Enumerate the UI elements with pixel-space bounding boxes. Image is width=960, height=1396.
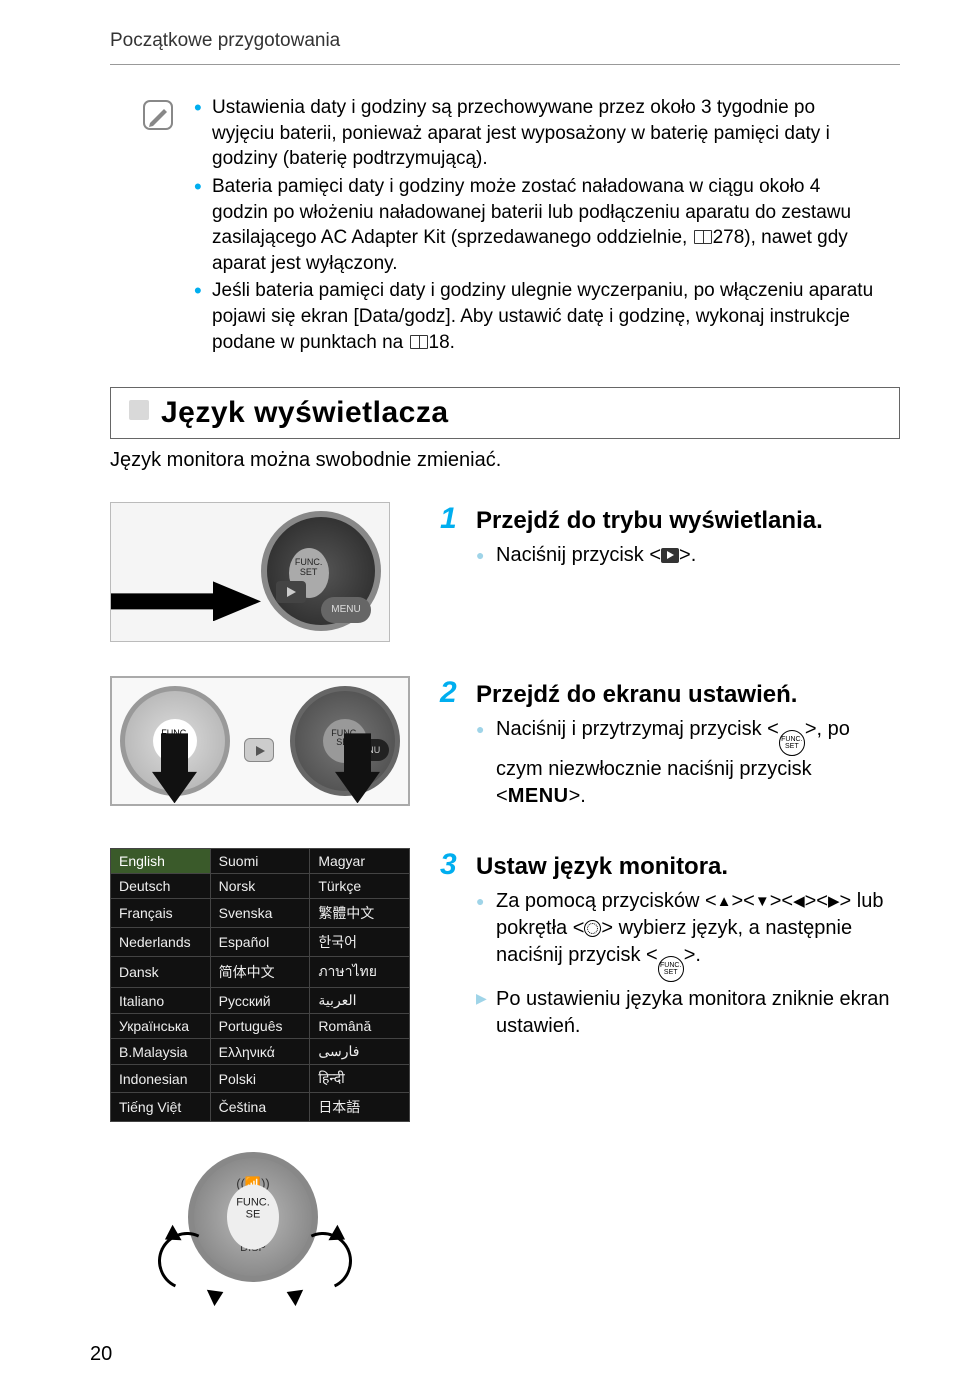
language-cell: Norsk <box>210 874 310 899</box>
menu-text-icon: MENU <box>508 785 569 807</box>
dial-icon <box>584 920 601 937</box>
section-title-box: Język wyświetlacza <box>110 387 900 439</box>
camera-illustration-1: MENU <box>110 502 390 642</box>
language-cell: B.Malaysia <box>111 1039 211 1065</box>
language-cell: العربية <box>310 988 410 1014</box>
language-cell: Svenska <box>210 899 310 928</box>
note-item: Bateria pamięci daty i godziny może zost… <box>194 174 880 277</box>
page-ref: 18 <box>429 332 450 353</box>
language-cell: English <box>111 849 211 874</box>
language-cell: Español <box>210 928 310 957</box>
step-title: Przejdź do ekranu ustawień. <box>476 681 797 709</box>
language-cell: Deutsch <box>111 874 211 899</box>
section-subtitle: Język monitora można swobodnie zmieniać. <box>110 449 900 472</box>
step-row: MENU 1 Przejdź do trybu wyświetlania. Na… <box>110 502 900 642</box>
language-cell: Português <box>210 1014 310 1039</box>
step-body-line: Naciśnij przycisk <>. <box>476 542 900 569</box>
language-cell: Magyar <box>310 849 410 874</box>
note-item: Ustawienia daty i godziny są przechowywa… <box>194 95 880 172</box>
dial-illustration: ((📶))DISP <box>160 1138 350 1298</box>
language-cell: ภาษาไทย <box>310 957 410 988</box>
right-arrow-icon: ▶ <box>828 892 840 912</box>
step-body-line: Po ustawieniu języka monitora zniknie ek… <box>476 986 900 1040</box>
step-row: FUNC.SE FUNC.SET MENU 2 Przejdź do ekran… <box>110 676 900 814</box>
down-arrow-icon: ▼ <box>755 892 770 912</box>
menu-button-illustration: MENU <box>321 597 371 623</box>
note-box: Ustawienia daty i godziny są przechowywa… <box>140 95 880 357</box>
step-number: 2 <box>440 676 464 710</box>
page-ref: 278 <box>713 227 745 248</box>
step-image: FUNC.SE FUNC.SET MENU <box>110 676 410 806</box>
page-number: 20 <box>90 1343 112 1366</box>
language-cell: Polski <box>210 1065 310 1093</box>
language-table: EnglishSuomiMagyar DeutschNorskTürkçe Fran… <box>110 848 410 1122</box>
step-body-line: Za pomocą przycisków <▲><▼><◀><▶> lub po… <box>476 888 900 982</box>
section-title: Język wyświetlacza <box>161 396 883 430</box>
language-cell: 繁體中文 <box>310 899 410 928</box>
up-arrow-icon: ▲ <box>717 892 732 912</box>
step-image: MENU <box>110 502 410 642</box>
step-number: 1 <box>440 502 464 536</box>
step-image: EnglishSuomiMagyar DeutschNorskTürkçe Fran… <box>110 848 410 1298</box>
language-cell: Italiano <box>111 988 211 1014</box>
language-cell: Tiếng Việt <box>111 1093 211 1122</box>
left-arrow-icon: ◀ <box>793 892 805 912</box>
func-set-icon: FUNC.SET <box>779 730 805 756</box>
language-cell: 한국어 <box>310 928 410 957</box>
book-icon <box>410 335 428 349</box>
book-icon <box>694 230 712 244</box>
page-header: Początkowe przygotowania <box>110 30 900 65</box>
language-cell: Indonesian <box>111 1065 211 1093</box>
step-title: Przejdź do trybu wyświetlania. <box>476 507 823 535</box>
func-set-icon: FUNC.SET <box>658 956 684 982</box>
pencil-icon <box>140 97 176 133</box>
step-content: 1 Przejdź do trybu wyświetlania. Naciśni… <box>440 502 900 573</box>
language-cell: Ελληνικά <box>210 1039 310 1065</box>
step-row: EnglishSuomiMagyar DeutschNorskTürkçe Fran… <box>110 848 900 1298</box>
note-text: Ustawienia daty i godziny są przechowywa… <box>212 97 830 169</box>
language-cell: فارسی <box>310 1039 410 1065</box>
language-cell: Türkçe <box>310 874 410 899</box>
step-content: 2 Przejdź do ekranu ustawień. Naciśnij i… <box>440 676 900 814</box>
note-item: Jeśli bateria pamięci daty i godziny ule… <box>194 278 880 355</box>
language-cell: हिन्दी <box>310 1065 410 1093</box>
language-cell: Nederlands <box>111 928 211 957</box>
step-number: 3 <box>440 848 464 882</box>
step-content: 3 Ustaw język monitora. Za pomocą przyci… <box>440 848 900 1044</box>
language-cell: 日本語 <box>310 1093 410 1122</box>
language-cell: Română <box>310 1014 410 1039</box>
language-cell: Čeština <box>210 1093 310 1122</box>
language-cell: Українська <box>111 1014 211 1039</box>
language-cell: Suomi <box>210 849 310 874</box>
step-title: Ustaw język monitora. <box>476 853 728 881</box>
step-body-line: Naciśnij i przytrzymaj przycisk <FUNC.SE… <box>476 716 900 810</box>
camera-illustration-2: FUNC.SE FUNC.SET MENU <box>110 676 410 806</box>
language-cell: 简体中文 <box>210 957 310 988</box>
language-cell: Français <box>111 899 211 928</box>
language-cell: Dansk <box>111 957 211 988</box>
play-icon <box>661 548 679 563</box>
language-cell: Русский <box>210 988 310 1014</box>
